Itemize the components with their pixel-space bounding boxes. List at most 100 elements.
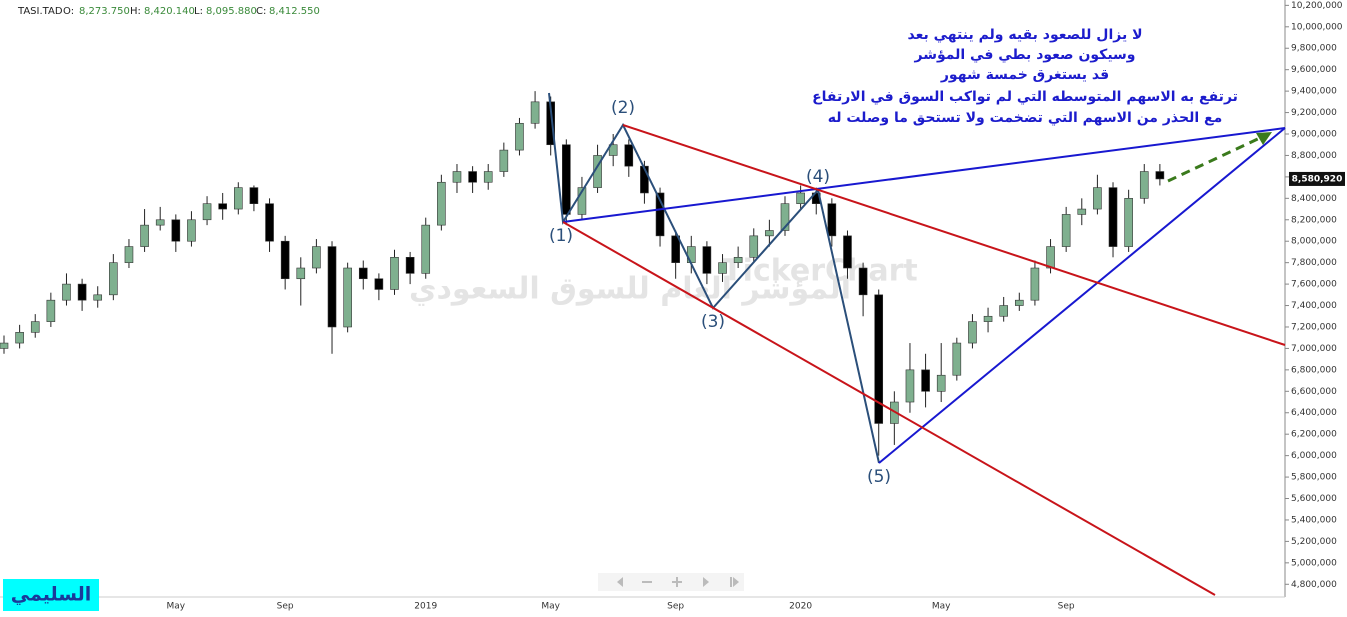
x-tick-label: May [167,602,186,612]
last-price-tag [1289,171,1345,186]
candle-body [515,122,524,151]
candle-body [187,219,196,242]
red-lower-line [562,221,1216,596]
nav-zoom-in[interactable] [672,577,682,587]
candle-body [1014,299,1024,306]
y-tick-label: 5,400,000 [1291,515,1337,525]
candle-body [780,203,790,231]
candle-body [327,246,337,328]
candle-body [1046,246,1055,269]
close-value: 8,412.550 [269,6,320,17]
candle-body [655,192,665,237]
support-line [878,127,1286,464]
candle-body [858,267,868,296]
y-tick-label: 7,000,000 [1291,344,1337,354]
candle-body [15,332,24,344]
candle-body [171,219,181,242]
candle-body [1139,171,1149,199]
candle-body [468,171,477,183]
note-line: لا يزال للصعود بقيه ولم ينتهي بعد [907,27,1142,43]
y-tick-label: 8,000,000 [1291,237,1337,247]
x-tick-label: Sep [277,602,294,612]
candle-body [905,369,915,403]
candle-body [968,321,977,344]
candle-body [624,144,634,167]
x-tick-label: 2019 [414,602,437,612]
candle-body [530,101,540,124]
high-label: H: [130,6,141,17]
candle-body [1108,187,1118,247]
wave-label: (4) [806,167,830,187]
y-tick-label: 6,400,000 [1291,408,1337,418]
y-tick-label: 5,000,000 [1291,558,1337,568]
candle-body [483,171,493,183]
candle-body [421,224,431,274]
candle-body [921,369,930,392]
y-tick-label: 7,800,000 [1291,258,1337,268]
x-tick-label: May [932,602,951,612]
open-label: O: [63,6,74,17]
candle-body [499,149,509,172]
candle-body [765,230,774,237]
candle-body [952,342,962,376]
note-line: مع الحذر من الاسهم التي تضخمت ولا تستحق … [828,110,1223,126]
y-tick-label: 8,200,000 [1291,215,1337,225]
note-line: ترتفع به الاسهم المتوسطه التي لم تواكب ا… [812,89,1238,105]
upper-channel [562,127,1286,223]
y-tick-label: 5,800,000 [1291,473,1337,483]
nav-next[interactable] [703,577,709,587]
nav-end[interactable] [730,577,739,587]
candle-body [374,278,384,290]
candle-body [437,181,446,226]
candle-body [733,256,743,263]
candle-body [343,267,352,328]
candle-body [405,256,415,274]
candle-body [358,267,368,280]
y-tick-label: 6,000,000 [1291,451,1337,461]
wave-label: (5) [867,467,891,487]
y-tick-label: 9,400,000 [1291,87,1337,97]
candle-body [1077,208,1087,215]
candle-body [1030,267,1040,301]
candle-body [796,192,805,204]
y-tick-label: 9,800,000 [1291,44,1337,54]
y-tick-label: 10,200,000 [1291,1,1343,11]
candle-body [155,219,165,226]
y-tick-label: 8,400,000 [1291,194,1337,204]
author-box [3,579,99,611]
symbol: TASI.TAD [17,6,63,17]
y-tick-label: 7,400,000 [1291,301,1337,311]
candle-body [1093,187,1102,210]
candle-body [1155,171,1165,180]
nav-prev[interactable] [617,577,623,587]
wave-path [548,92,880,464]
x-tick-label: Sep [667,602,684,612]
candle-body [749,235,759,258]
candle-body [93,294,103,301]
y-tick-label: 4,800,000 [1291,580,1337,590]
candle-body [671,235,680,263]
candles [0,91,1165,456]
candle-body [77,283,87,301]
candle-body [30,321,40,333]
note-line: وسيكون صعود بطي في المؤشر [913,47,1135,63]
y-tick-label: 8,800,000 [1291,151,1337,161]
candle-body [640,165,649,194]
candle-body [62,283,71,301]
y-tick-label: 5,200,000 [1291,537,1337,547]
author: السليمي [11,584,91,606]
watermark-brand: TickerChart [722,254,918,289]
wave-label: (2) [611,98,635,118]
candle-body [0,342,9,349]
candle-body [874,294,884,424]
candle-body [124,246,134,263]
nav-bar [598,573,744,591]
low-label: L: [194,6,203,17]
candle-body [827,203,837,237]
nav-zoom-out[interactable] [642,581,652,583]
x-tick-label: May [541,602,560,612]
y-tick-label: 9,200,000 [1291,108,1337,118]
candle-body [46,299,56,322]
high-value: 8,420.140 [144,6,195,17]
